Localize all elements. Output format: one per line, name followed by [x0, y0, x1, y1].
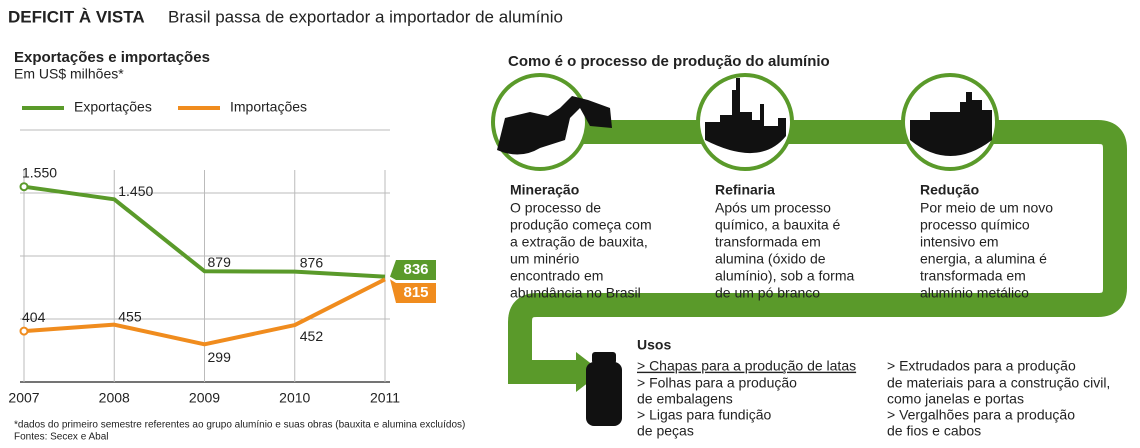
- use-item: de peças: [637, 423, 694, 439]
- step-text: Por meio de um novo: [920, 200, 1053, 216]
- data-label: 1.450: [118, 183, 153, 199]
- use-item: de embalagens: [637, 391, 733, 407]
- end-label-box: [390, 279, 436, 303]
- data-label: 876: [300, 254, 324, 270]
- step-text: transformada em: [920, 268, 1026, 284]
- step-text: de um pó branco: [715, 285, 820, 301]
- x-tick-label: 2010: [279, 390, 310, 406]
- end-label: 815: [403, 284, 428, 301]
- headline: Brasil passa de exportador a importador …: [168, 7, 563, 26]
- step-text: intensivo em: [920, 234, 999, 250]
- step-text: abundância no Brasil: [510, 285, 641, 301]
- step-text: encontrado em: [510, 268, 603, 284]
- can-icon-top: [592, 352, 616, 364]
- step-text: O processo de: [510, 200, 601, 216]
- series-line: [23, 277, 386, 347]
- kicker: DEFICIT À VISTA: [8, 7, 145, 26]
- chart-title: Exportações e importações: [14, 49, 210, 66]
- step-text: alumina (óxido de: [715, 251, 826, 267]
- step-text: processo químico: [920, 217, 1030, 233]
- source: Fontes: Secex e Abal: [14, 432, 109, 443]
- step-text: alumínio metálico: [920, 285, 1029, 301]
- use-item: > Chapas para a produção de latas: [637, 358, 856, 374]
- use-item: > Extrudados para a produção: [887, 358, 1076, 374]
- data-label: 1.550: [22, 164, 57, 180]
- point: [19, 326, 29, 336]
- use-item: de fios e cabos: [887, 423, 981, 439]
- step-text: energia, a alumina é: [920, 251, 1047, 267]
- x-tick-label: 2009: [189, 390, 220, 406]
- refinery-icon: [705, 78, 786, 154]
- legend-label: Importações: [230, 99, 307, 115]
- step-text: Após um processo: [715, 200, 831, 216]
- use-item: de materiais para a construção civil,: [887, 375, 1110, 391]
- step-title: Mineração: [510, 182, 579, 198]
- data-label: 879: [208, 254, 232, 270]
- data-label: 452: [300, 328, 324, 344]
- smelter-icon: [910, 92, 992, 156]
- point: [19, 182, 29, 192]
- flow-band: [500, 120, 1127, 384]
- data-label: 455: [118, 308, 142, 324]
- step-text: produção começa com: [510, 217, 652, 233]
- end-label: 836: [403, 261, 428, 278]
- use-item: > Folhas para a produção: [637, 375, 797, 391]
- x-tick-label: 2011: [370, 390, 400, 406]
- process-title: Como é o processo de produção do alumíni…: [508, 53, 830, 70]
- step-text: um minério: [510, 251, 579, 267]
- chart-subtitle: Em US$ milhões*: [14, 66, 124, 82]
- step-text: químico, a bauxita é: [715, 217, 841, 233]
- step-text: alumínio), sob a forma: [715, 268, 854, 284]
- step-title: Refinaria: [715, 182, 775, 198]
- use-item: > Ligas para fundição: [637, 407, 771, 423]
- x-tick-label: 2008: [99, 390, 130, 406]
- data-label: 404: [22, 309, 46, 325]
- end-label-box: [390, 260, 436, 280]
- use-item: > Vergalhões para a produção: [887, 407, 1075, 423]
- mining-icon: [497, 96, 612, 155]
- data-label: 299: [208, 349, 232, 365]
- use-item: como janelas e portas: [887, 391, 1024, 407]
- uses-title: Usos: [637, 337, 671, 353]
- footnote: *dados do primeiro semestre referentes a…: [14, 420, 465, 431]
- x-tick-label: 2007: [8, 390, 39, 406]
- step-text: a extração de bauxita,: [510, 234, 648, 250]
- legend-label: Exportações: [74, 99, 152, 115]
- series-line: [23, 184, 386, 279]
- step-text: transformada em: [715, 234, 821, 250]
- icons: [491, 73, 999, 426]
- step-title: Redução: [920, 182, 979, 198]
- can-icon: [586, 362, 622, 426]
